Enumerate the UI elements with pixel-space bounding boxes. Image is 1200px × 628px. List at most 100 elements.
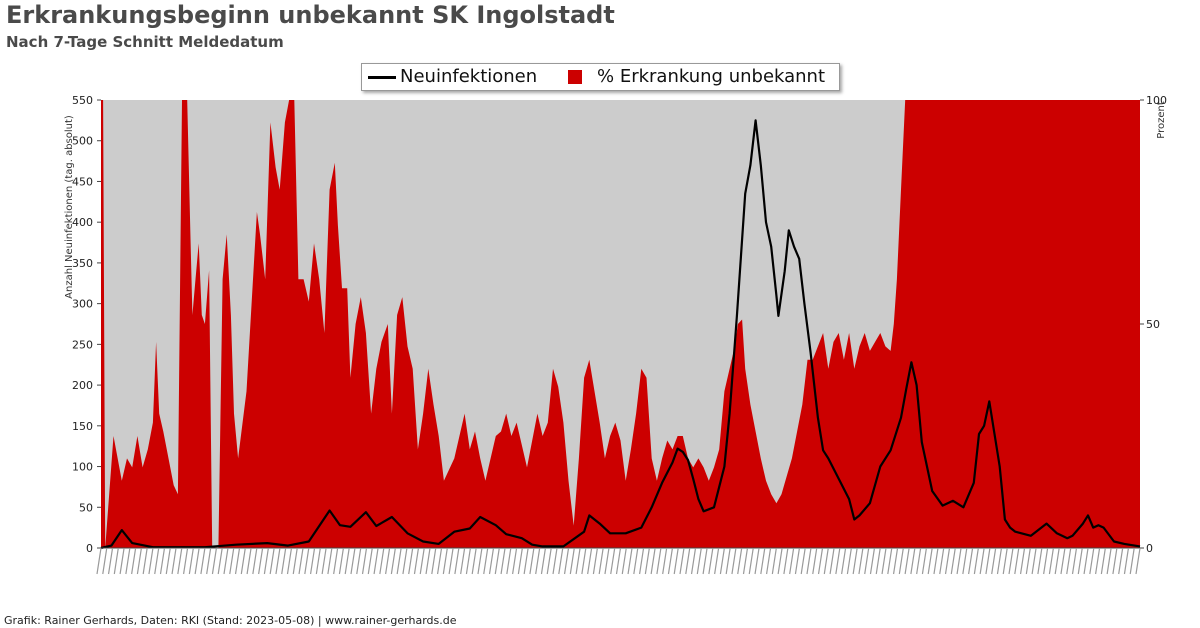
x-tick-label-mark: [102, 547, 108, 575]
x-tick-label-mark: [921, 547, 928, 575]
x-tick-label-mark: [298, 547, 304, 575]
x-tick-label-mark: [679, 547, 685, 575]
x-tick-label-mark: [656, 547, 662, 575]
x-tick-label-mark: [304, 547, 310, 575]
x-tick-label-mark: [864, 547, 870, 575]
x-tick-label-mark: [985, 547, 991, 575]
x-tick-label-mark: [604, 547, 610, 575]
x-tick-label-mark: [338, 547, 345, 575]
x-tick-label-mark: [771, 547, 777, 575]
left-tick-label: 100: [72, 461, 93, 474]
x-tick-label-mark: [581, 547, 587, 575]
x-tick-label-mark: [1066, 547, 1072, 575]
x-tick-label-mark: [800, 547, 806, 575]
x-tick-label-mark: [292, 547, 298, 575]
series-percent-unknown-area: [101, 100, 1140, 548]
x-tick-label-mark: [638, 547, 645, 575]
x-tick-label-mark: [673, 547, 679, 575]
x-tick-label-mark: [286, 547, 293, 575]
left-tick-label: 450: [72, 175, 93, 188]
x-tick-label-mark: [1060, 547, 1066, 575]
x-tick-label-mark: [806, 547, 812, 575]
x-tick-label-mark: [933, 547, 939, 575]
x-tick-label-mark: [217, 547, 223, 575]
x-tick-label-mark: [765, 547, 772, 575]
x-tick-label-mark: [263, 547, 269, 575]
x-tick-label-mark: [829, 547, 835, 575]
legend: Neuinfektionen % Erkrankung unbekannt: [361, 63, 840, 91]
x-tick-label-mark: [662, 547, 668, 575]
x-tick-label-mark: [535, 547, 541, 575]
infection-line-layer: [100, 119, 1141, 550]
x-tick-label-mark: [858, 547, 864, 575]
x-tick-label-mark: [714, 547, 720, 575]
x-tick-label-mark: [408, 547, 414, 575]
x-axis-ticks: [96, 547, 1141, 575]
x-tick-label-mark: [892, 547, 899, 575]
series-neuinfektionen-line: [100, 119, 1141, 550]
x-tick-label-mark: [385, 547, 391, 575]
x-tick-label-mark: [633, 547, 639, 575]
x-tick-label-mark: [1089, 547, 1095, 575]
x-tick-label-mark: [136, 547, 142, 575]
x-tick-label-mark: [125, 547, 131, 575]
left-axis-ticks: 0 50 100 150 200 250 300 350 400 450 500 550: [72, 94, 101, 555]
x-tick-label-mark: [402, 547, 408, 575]
x-tick-label-mark: [887, 547, 893, 575]
x-tick-label-mark: [154, 547, 160, 575]
x-tick-label-mark: [234, 547, 241, 575]
x-tick-label-mark: [817, 547, 824, 575]
x-tick-label-mark: [142, 547, 148, 575]
x-tick-label-mark: [1048, 547, 1055, 575]
x-tick-label-mark: [719, 547, 725, 575]
x-tick-label-mark: [592, 547, 599, 575]
x-tick-label-mark: [442, 547, 448, 575]
x-tick-label-mark: [973, 547, 979, 575]
y-axis-label-right: Prozent: [1156, 101, 1167, 139]
x-tick-label-mark: [667, 547, 674, 575]
x-tick-label-mark: [431, 547, 437, 575]
x-tick-label-mark: [944, 547, 951, 575]
x-tick-label-mark: [517, 547, 523, 575]
x-tick-label-mark: [1019, 547, 1026, 575]
x-tick-label-mark: [702, 547, 708, 575]
x-tick-label-mark: [361, 547, 368, 575]
x-tick-label-mark: [275, 547, 281, 575]
x-tick-label-mark: [390, 547, 396, 575]
x-tick-label-mark: [477, 547, 483, 575]
x-tick-label-mark: [356, 547, 362, 575]
x-tick-label-mark: [1118, 547, 1124, 575]
x-tick-label-mark: [1043, 547, 1049, 575]
x-tick-label-mark: [258, 547, 264, 575]
x-tick-label-mark: [200, 547, 206, 575]
x-tick-label-mark: [742, 547, 749, 575]
x-tick-label-mark: [794, 547, 801, 575]
x-tick-label-mark: [396, 547, 402, 575]
footer-credit: Grafik: Rainer Gerhards, Daten: RKI (Sta…: [4, 614, 457, 627]
x-tick-label-mark: [904, 547, 910, 575]
x-tick-label-mark: [979, 547, 985, 575]
x-tick-label-mark: [783, 547, 789, 575]
x-tick-label-mark: [835, 547, 841, 575]
left-tick-label: 250: [72, 338, 93, 351]
x-tick-label-mark: [327, 547, 333, 575]
x-tick-label-mark: [148, 547, 154, 575]
x-tick-label-mark: [1095, 547, 1101, 575]
x-tick-label-mark: [927, 547, 933, 575]
x-tick-label-mark: [956, 547, 962, 575]
x-tick-label-mark: [512, 547, 518, 575]
x-tick-label-mark: [321, 547, 327, 575]
x-tick-label-mark: [852, 547, 858, 575]
x-tick-label-mark: [875, 547, 881, 575]
x-tick-label-mark: [939, 547, 945, 575]
x-tick-label-mark: [240, 547, 246, 575]
x-tick-label-mark: [685, 547, 691, 575]
x-tick-label-mark: [696, 547, 702, 575]
left-tick-label: 500: [72, 135, 93, 148]
x-tick-label-mark: [523, 547, 529, 575]
x-tick-label-mark: [731, 547, 737, 575]
x-tick-label-mark: [131, 547, 137, 575]
x-tick-label-mark: [610, 547, 616, 575]
x-tick-label-mark: [1077, 547, 1083, 575]
